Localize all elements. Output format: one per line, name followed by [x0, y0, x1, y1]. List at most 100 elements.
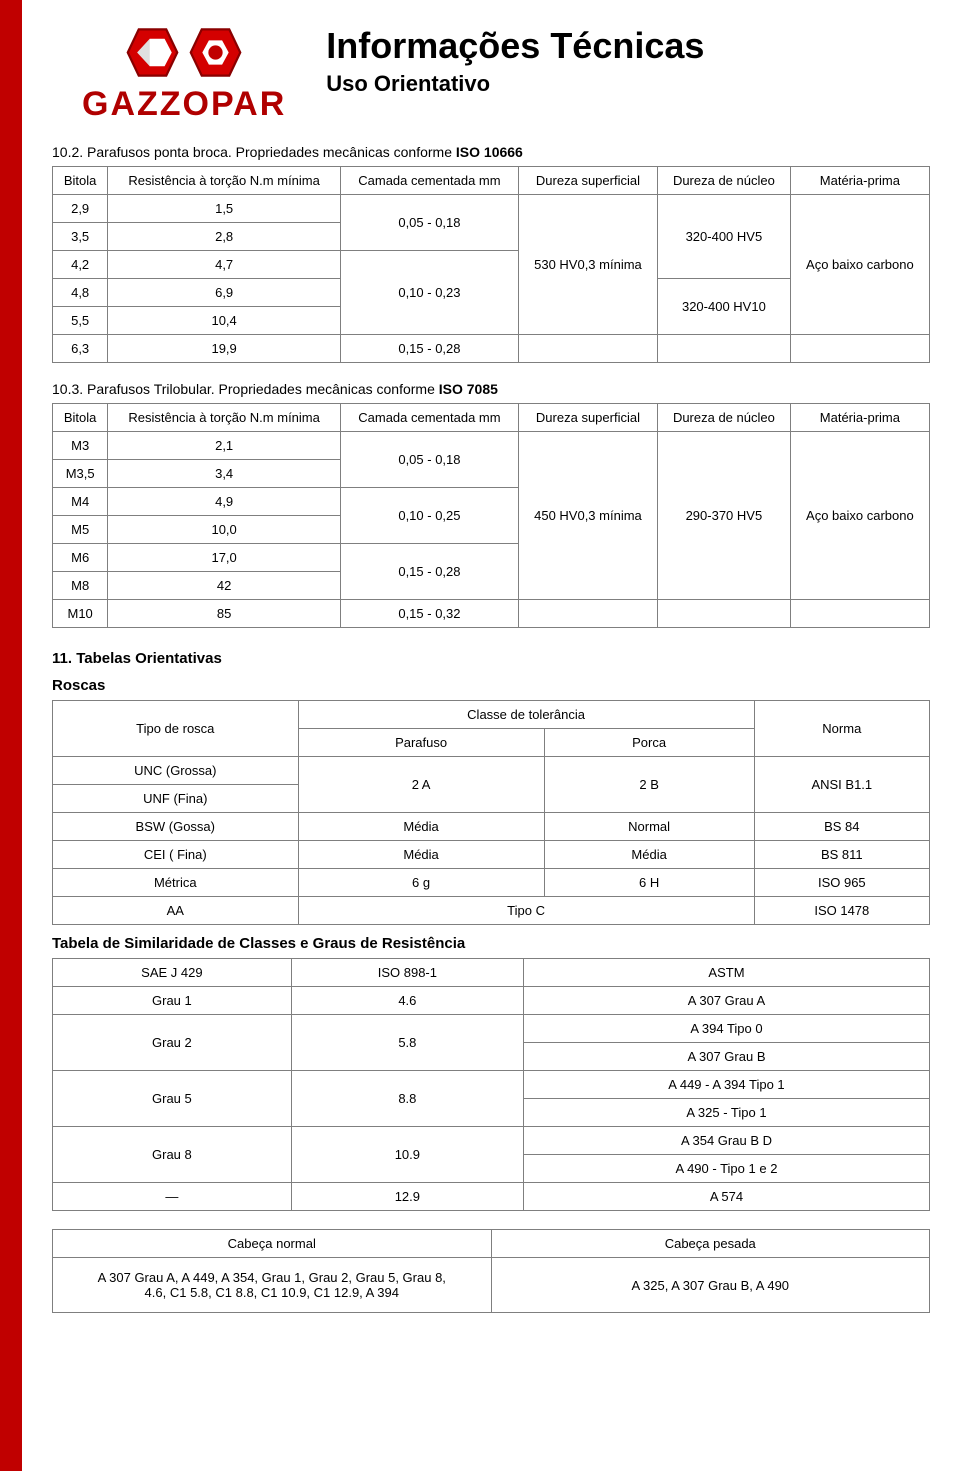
cell: UNF (Fina) [53, 785, 299, 813]
page-content: GAZZOPAR Informações Técnicas Uso Orient… [22, 0, 960, 1353]
cell: A 354 Grau B D [523, 1127, 929, 1155]
cell: 2,9 [53, 195, 108, 223]
page-title: Informações Técnicas [326, 25, 704, 67]
table-row: UNC (Grossa)2 A2 BANSI B1.1 [53, 757, 930, 785]
table-row: BSW (Gossa)MédiaNormalBS 84 [53, 813, 930, 841]
col-header: Bitola [53, 404, 108, 432]
col-header: Tipo de rosca [53, 701, 299, 757]
cell [658, 335, 791, 363]
cell: M10 [53, 600, 108, 628]
table-row: 2,91,50,05 - 0,18530 HV0,3 mínima320-400… [53, 195, 930, 223]
cell: BS 84 [754, 813, 929, 841]
col-header: Dureza superficial [518, 167, 657, 195]
cell: AA [53, 897, 299, 925]
left-red-bar [0, 0, 22, 1471]
col-header: Resistência à torção N.m mínima [108, 404, 341, 432]
title-block: Informações Técnicas Uso Orientativo [326, 25, 704, 97]
cell: 6 g [298, 869, 544, 897]
col-header: Porca [544, 729, 754, 757]
cell: 8.8 [291, 1071, 523, 1127]
col-header: Cabeça pesada [491, 1230, 930, 1258]
cell: A 325 - Tipo 1 [523, 1099, 929, 1127]
cell: 5,5 [53, 307, 108, 335]
table-row: —12.9A 574 [53, 1183, 930, 1211]
logo: GAZZOPAR [82, 25, 286, 124]
cell: A 307 Grau A [523, 987, 929, 1015]
cell: 42 [108, 572, 341, 600]
cell [518, 600, 657, 628]
col-header: Resistência à torção N.m mínima [108, 167, 341, 195]
table-row: Grau 14.6A 307 Grau A [53, 987, 930, 1015]
logo-icon [125, 25, 243, 80]
col-header: ASTM [523, 959, 929, 987]
section-10-3-prefix: 10.3. Parafusos Trilobular. Propriedades… [52, 381, 439, 397]
cell: 320-400 HV5 [658, 195, 791, 279]
table-row: AATipo CISO 1478 [53, 897, 930, 925]
cell: 5.8 [291, 1015, 523, 1071]
table-roscas: Tipo de roscaClasse de tolerânciaNormaPa… [52, 700, 930, 925]
cell: 0,05 - 0,18 [340, 432, 518, 488]
table-cabeca: Cabeça normalCabeça pesadaA 307 Grau A, … [52, 1229, 930, 1313]
cell: 0,05 - 0,18 [340, 195, 518, 251]
cell: A 449 - A 394 Tipo 1 [523, 1071, 929, 1099]
cell: M5 [53, 516, 108, 544]
table-row: Grau 25.8A 394 Tipo 0 [53, 1015, 930, 1043]
section-10-3-bold: ISO 7085 [439, 381, 498, 397]
page-subtitle: Uso Orientativo [326, 71, 704, 97]
cell: 2 B [544, 757, 754, 813]
cell: 12.9 [291, 1183, 523, 1211]
table-row: 6,319,90,15 - 0,28 [53, 335, 930, 363]
col-header: Matéria-prima [790, 167, 929, 195]
col-header: Parafuso [298, 729, 544, 757]
cell: A 574 [523, 1183, 929, 1211]
table-row: Métrica6 g6 HISO 965 [53, 869, 930, 897]
col-header: SAE J 429 [53, 959, 292, 987]
col-header: Dureza superficial [518, 404, 657, 432]
cell: 19,9 [108, 335, 341, 363]
cell: Aço baixo carbono [790, 432, 929, 600]
cell: 2,1 [108, 432, 341, 460]
table-row: A 307 Grau A, A 449, A 354, Grau 1, Grau… [53, 1258, 930, 1313]
cell: A 307 Grau B [523, 1043, 929, 1071]
col-header: Dureza de núcleo [658, 404, 791, 432]
cell: Média [298, 841, 544, 869]
cell: A 394 Tipo 0 [523, 1015, 929, 1043]
cell: Normal [544, 813, 754, 841]
section-10-3-heading: 10.3. Parafusos Trilobular. Propriedades… [52, 381, 930, 397]
cell: Grau 1 [53, 987, 292, 1015]
cell [518, 335, 657, 363]
cell: BSW (Gossa) [53, 813, 299, 841]
cell: BS 811 [754, 841, 929, 869]
cell: 3,4 [108, 460, 341, 488]
cell: UNC (Grossa) [53, 757, 299, 785]
section-10-2-bold: ISO 10666 [456, 144, 523, 160]
table-row: M32,10,05 - 0,18450 HV0,3 mínima290-370 … [53, 432, 930, 460]
cell: 4,7 [108, 251, 341, 279]
cell: Métrica [53, 869, 299, 897]
logo-text: GAZZOPAR [82, 85, 286, 124]
col-header: Bitola [53, 167, 108, 195]
table-similaridade: SAE J 429ISO 898-1ASTMGrau 14.6A 307 Gra… [52, 958, 930, 1211]
cell: 6,9 [108, 279, 341, 307]
cell: Aço baixo carbono [790, 195, 929, 335]
cell: 10,0 [108, 516, 341, 544]
cell [790, 600, 929, 628]
cell: 320-400 HV10 [658, 279, 791, 335]
table-row: Grau 58.8A 449 - A 394 Tipo 1 [53, 1071, 930, 1099]
col-header: Dureza de núcleo [658, 167, 791, 195]
cell: 3,5 [53, 223, 108, 251]
cell: 2 A [298, 757, 544, 813]
cell: 4,8 [53, 279, 108, 307]
cell: 17,0 [108, 544, 341, 572]
table-row: CEI ( Fina)MédiaMédiaBS 811 [53, 841, 930, 869]
cell: ISO 1478 [754, 897, 929, 925]
cell: 10.9 [291, 1127, 523, 1183]
cell: A 307 Grau A, A 449, A 354, Grau 1, Grau… [53, 1258, 492, 1313]
table-10-2: BitolaResistência à torção N.m mínimaCam… [52, 166, 930, 363]
col-header: Norma [754, 701, 929, 757]
cell: A 325, A 307 Grau B, A 490 [491, 1258, 930, 1313]
cell: Média [544, 841, 754, 869]
cell: 10,4 [108, 307, 341, 335]
cell: Grau 5 [53, 1071, 292, 1127]
cell: 4,2 [53, 251, 108, 279]
